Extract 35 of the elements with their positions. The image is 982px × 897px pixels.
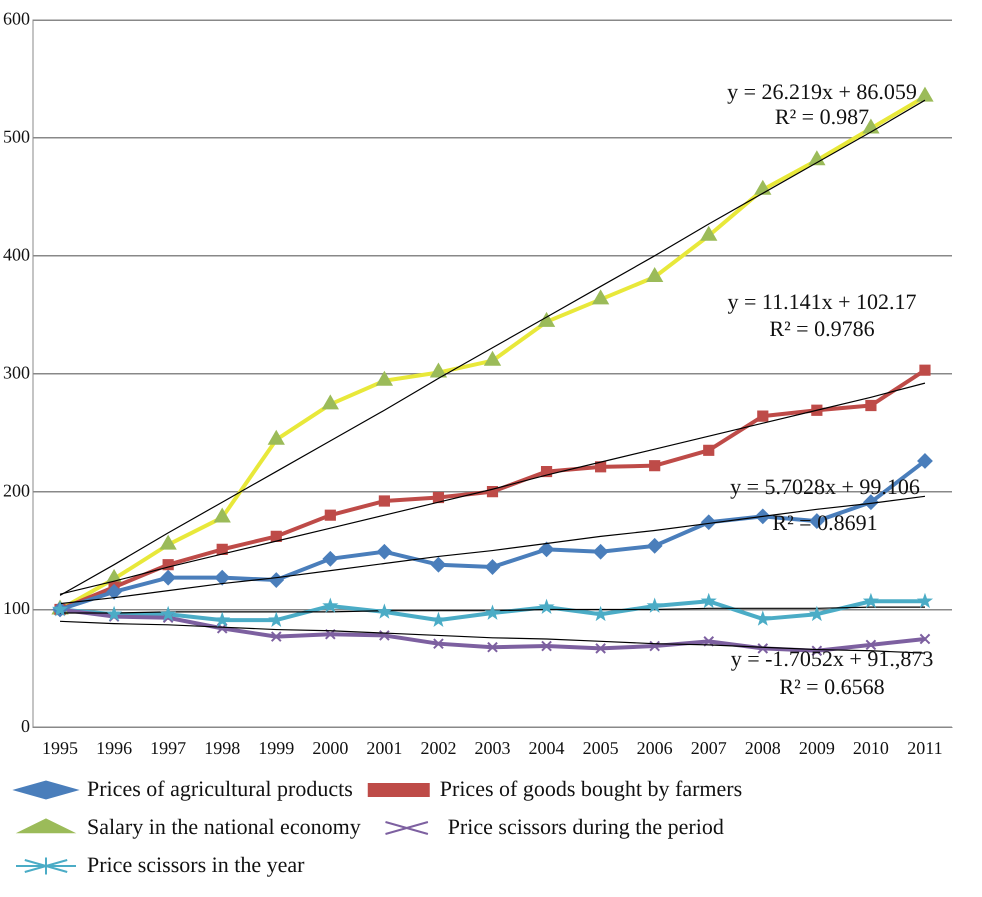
legend-label: Prices of agricultural products bbox=[87, 776, 353, 801]
x-tick-label: 2008 bbox=[744, 738, 781, 758]
x-tick-label: 1997 bbox=[150, 738, 186, 758]
annotation: R² = 0.6568 bbox=[779, 674, 885, 699]
annotation: y = 26.219x + 86.059 bbox=[727, 78, 917, 104]
y-tick-label: 0 bbox=[21, 716, 30, 736]
x-tick-label: 2010 bbox=[852, 738, 889, 758]
x-tick-label: 1998 bbox=[204, 738, 240, 758]
legend-label: Price scissors in the year bbox=[87, 852, 306, 877]
legend-label: Salary in the national economy bbox=[87, 814, 361, 839]
y-tick-label: 600 bbox=[3, 8, 30, 29]
annotation: R² = 0.9786 bbox=[769, 316, 875, 341]
y-tick-label: 300 bbox=[3, 362, 30, 382]
y-tick-label: 500 bbox=[3, 126, 30, 147]
x-tick-label: 1999 bbox=[258, 738, 294, 758]
annotation: R² = 0.987 bbox=[774, 104, 870, 129]
x-tick-label: 2007 bbox=[690, 738, 727, 758]
x-tick-label: 2002 bbox=[420, 738, 456, 758]
annotation: y = 11.141x + 102.17 bbox=[728, 288, 916, 314]
x-tick-label: 2001 bbox=[366, 738, 402, 758]
annotation: y = -1.7052x + 91.,873 bbox=[730, 646, 934, 671]
x-tick-label: 2004 bbox=[528, 738, 565, 758]
legend-label: Prices of goods bought by farmers bbox=[440, 776, 742, 801]
x-tick-label: 1996 bbox=[96, 738, 132, 758]
y-tick-label: 200 bbox=[3, 480, 30, 500]
x-tick-label: 2000 bbox=[312, 738, 348, 758]
x-tick-label: 1995 bbox=[42, 738, 78, 758]
y-tick-label: 100 bbox=[3, 598, 30, 618]
y-tick-label: 400 bbox=[3, 244, 30, 265]
x-tick-label: 2009 bbox=[798, 738, 835, 758]
x-tick-label: 2011 bbox=[907, 738, 943, 758]
x-tick-label: 2006 bbox=[636, 738, 673, 758]
legend-label: Price scissors during the period bbox=[448, 814, 724, 839]
x-tick-label: 2003 bbox=[474, 738, 510, 758]
x-tick-label: 2005 bbox=[582, 738, 619, 758]
